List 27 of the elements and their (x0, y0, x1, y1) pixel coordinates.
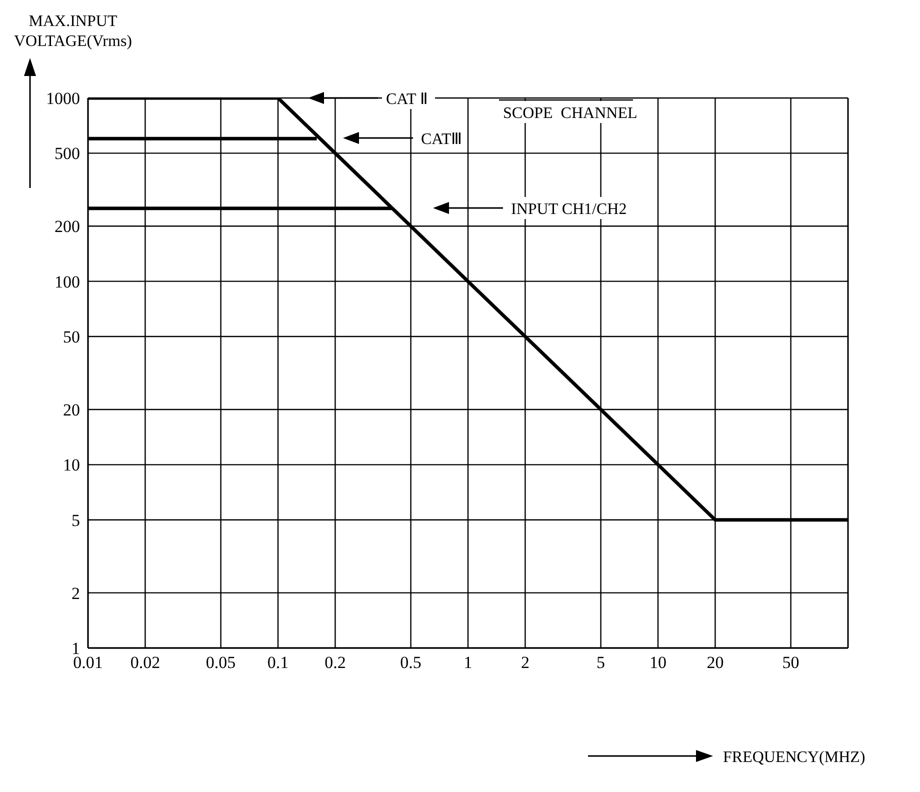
y-tick-label: 500 (54, 144, 80, 164)
x-tick-label: 20 (706, 653, 724, 672)
x-tick-label: 0.1 (267, 653, 289, 672)
x-tick-label: 2 (520, 653, 530, 672)
y-tick-label: 1000 (46, 89, 80, 108)
x-tick-label: 0.05 (206, 653, 236, 672)
y-axis-title: MAX.INPUT VOLTAGE(Vrms) (12, 12, 134, 52)
y-tick-label: 200 (54, 217, 80, 236)
annotation: CATⅢ (421, 131, 462, 148)
annotation: SCOPE CHANNEL (503, 105, 638, 122)
x-tick-label: 0.5 (400, 653, 422, 672)
x-tick-label: 0.2 (324, 653, 346, 672)
y-tick-label: 50 (63, 328, 80, 347)
x-tick-label: 0.01 (73, 653, 103, 672)
x-tick-label: 50 (782, 653, 800, 672)
x-tick-label: 5 (596, 653, 606, 672)
x-tick-label: 10 (650, 653, 666, 672)
x-tick-label: 0.02 (130, 653, 160, 672)
y-tick-label: 10 (63, 456, 80, 475)
annotation: INPUT CH1/CH2 (511, 201, 627, 218)
y-tick-label: 5 (72, 510, 80, 530)
x-axis-title: FREQUENCY(MHZ) (723, 749, 866, 766)
y-tick-label: 2 (72, 584, 80, 603)
y-tick-label: 100 (54, 272, 80, 292)
x-tick-label: 1 (464, 653, 472, 672)
y-tick-label: 20 (63, 400, 80, 420)
annotation: CAT Ⅱ (386, 91, 428, 108)
